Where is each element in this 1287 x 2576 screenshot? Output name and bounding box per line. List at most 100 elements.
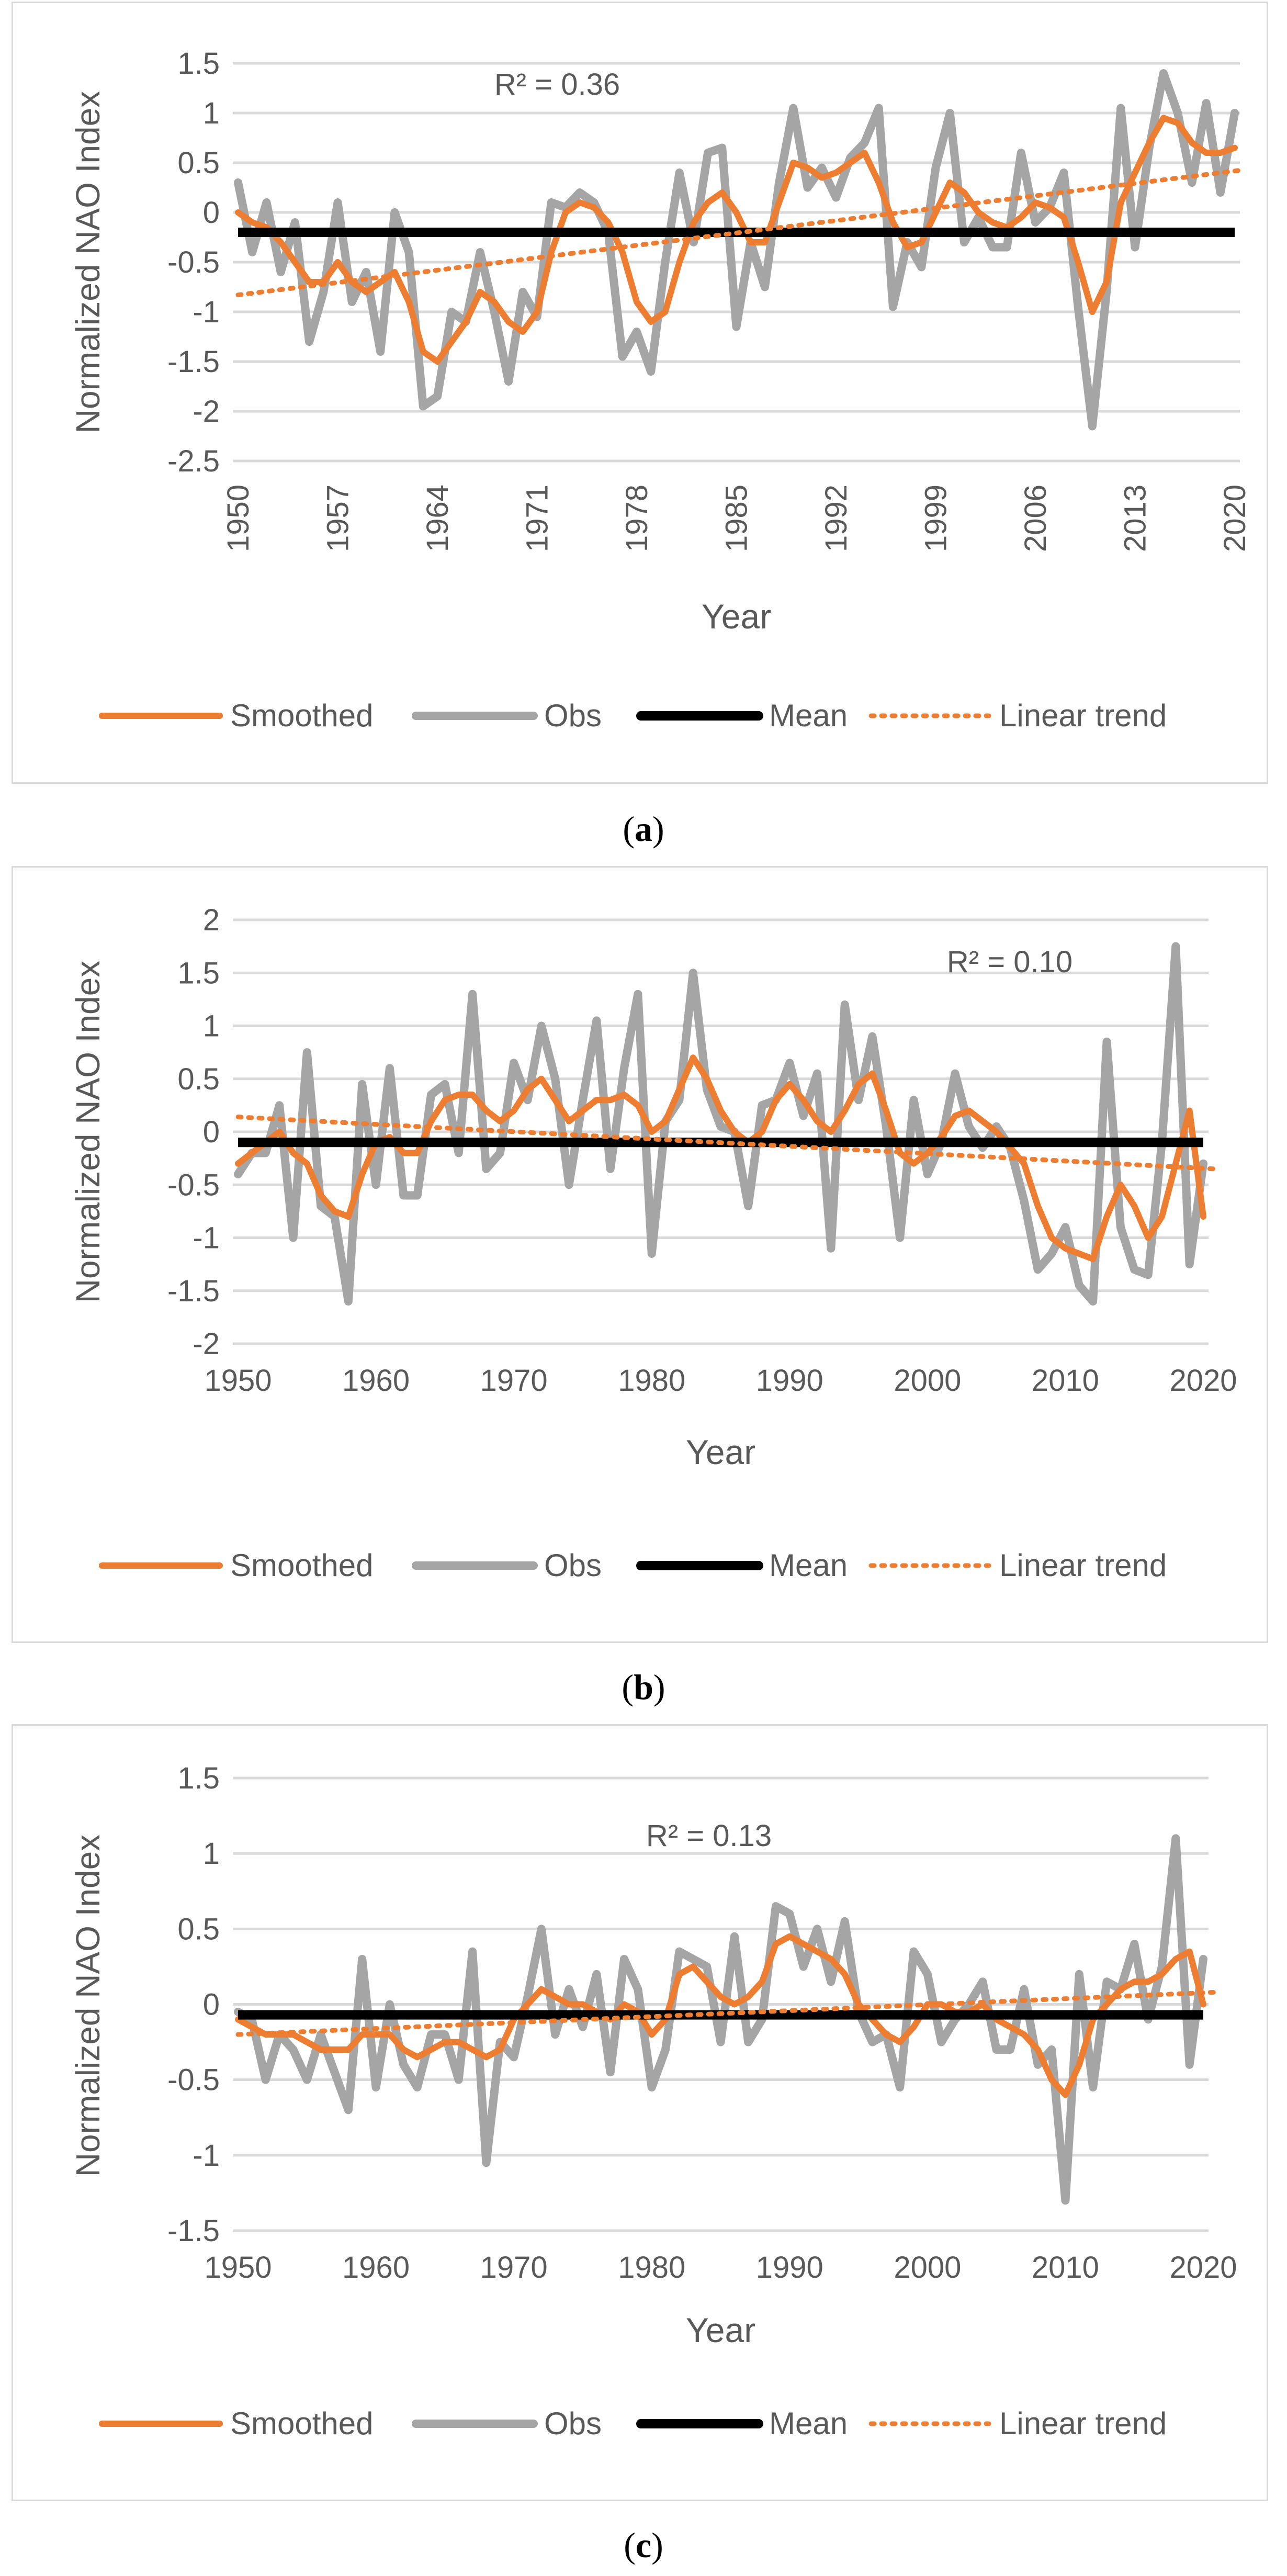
chart-panel-b: 2 1.5 1 0.5 0 -0.5 -1 -1.5 -2 1950 1960 1970 1980 199… [12, 866, 1268, 1643]
x-axis: 1950 1960 1970 1980 1990 2000 2010 2020 [204, 1364, 1237, 1398]
y-tick-label: -1 [193, 2139, 220, 2173]
y-tick-label: 0.5 [177, 1912, 220, 1946]
y-tick-label: 0 [203, 1988, 220, 2022]
grid-lines [233, 1776, 1209, 2232]
x-tick-label: 2010 [1032, 2251, 1099, 2285]
x-tick-label: 1950 [204, 1364, 272, 1398]
y-tick-label: -2.5 [167, 444, 220, 478]
legend-label-trend: Linear trend [999, 2406, 1167, 2441]
y-tick-label: 2 [203, 903, 220, 937]
y-tick-label: -1.5 [167, 2214, 220, 2248]
legend-label-mean: Mean [769, 698, 848, 733]
caption-b: (b) [622, 1667, 665, 1707]
y-tick-label: -1.5 [167, 1274, 220, 1308]
y-tick-label: 0 [203, 1115, 220, 1149]
y-tick-label: 1.5 [177, 1761, 220, 1795]
legend: Smoothed Obs Mean Linear trend [99, 1548, 1167, 1583]
x-tick-label: 1980 [618, 2251, 685, 2285]
caption-a: (a) [623, 809, 664, 849]
x-tick-label: 1990 [756, 1364, 823, 1398]
y-tick-label: 1.5 [177, 956, 220, 990]
y-axis: 2 1.5 1 0.5 0 -0.5 -1 -1.5 -2 [167, 903, 220, 1361]
x-axis-label: Year [686, 2311, 755, 2349]
legend-label-trend: Linear trend [999, 1548, 1167, 1583]
y-tick-label: -1.5 [167, 345, 220, 379]
x-tick-label: 2010 [1032, 1364, 1099, 1398]
y-tick-label: 1 [203, 1837, 220, 1871]
x-axis: 1950 1957 1964 1971 1978 1985 1992 1999 2006 2013… [221, 485, 1252, 552]
x-tick-label: 1970 [480, 2251, 548, 2285]
x-tick-label: 1950 [221, 485, 255, 552]
y-tick-label: 0.5 [177, 146, 220, 180]
x-tick-label: 2000 [894, 1364, 961, 1398]
series-trend-line [235, 1115, 1216, 1172]
legend-label-trend: Linear trend [999, 698, 1167, 733]
caption-c: (c) [624, 2525, 663, 2565]
y-tick-label: -1 [193, 295, 220, 329]
y-tick-label: 1 [203, 96, 220, 130]
legend-label-smoothed: Smoothed [230, 698, 374, 733]
y-axis: 1.5 1 0.5 0 -0.5 -1 -1.5 -2 -2.5 [167, 47, 220, 478]
caption-a-label: a [635, 809, 652, 849]
y-tick-label: -0.5 [167, 1168, 220, 1202]
x-axis: 1950 1960 1970 1980 1990 2000 2010 2020 [204, 2251, 1237, 2285]
r-squared-annotation: R² = 0.36 [494, 68, 620, 102]
y-tick-label: 1 [203, 1009, 220, 1043]
x-tick-label: 1990 [756, 2251, 823, 2285]
caption-c-label: c [635, 2525, 652, 2565]
legend-label-smoothed: Smoothed [230, 2406, 374, 2441]
series-smoothed-line [235, 1933, 1206, 2098]
x-tick-label: 2013 [1119, 485, 1153, 552]
x-tick-label: 1999 [919, 485, 953, 552]
legend-label-obs: Obs [544, 2406, 602, 2441]
x-tick-label: 1950 [204, 2251, 272, 2285]
x-tick-label: 1960 [342, 1364, 410, 1398]
y-tick-label: -0.5 [167, 245, 220, 279]
y-axis-label: Normalized NAO Index [69, 91, 107, 433]
x-tick-label: 1957 [321, 485, 355, 552]
caption-b-label: b [634, 1667, 653, 1707]
legend-label-smoothed: Smoothed [230, 1548, 374, 1583]
y-tick-label: 0.5 [177, 1062, 220, 1096]
series-obs-line [234, 69, 1239, 431]
x-axis-label: Year [686, 1433, 755, 1471]
series-obs-line [234, 942, 1207, 1306]
r-squared-annotation: R² = 0.10 [947, 945, 1072, 979]
legend-label-mean: Mean [769, 1548, 848, 1583]
legend: Smoothed Obs Mean Linear trend [99, 2406, 1167, 2441]
series-trend-line [235, 1989, 1216, 2037]
series [234, 1834, 1216, 2205]
legend-label-obs: Obs [544, 698, 602, 733]
y-tick-label: -2 [193, 1327, 220, 1361]
x-tick-label: 1985 [720, 485, 754, 552]
legend-label-obs: Obs [544, 1548, 602, 1583]
x-tick-label: 1964 [421, 485, 455, 552]
chart-panel-c: 1.5 1 0.5 0 -0.5 -1 -1.5 1950 1960 1970 1980 1990 20… [12, 1724, 1268, 2501]
x-axis-label: Year [702, 597, 771, 636]
x-tick-label: 1960 [342, 2251, 410, 2285]
grid-lines [233, 918, 1209, 1345]
x-tick-label: 2006 [1019, 485, 1053, 552]
series [234, 942, 1216, 1306]
y-tick-label: -1 [193, 1221, 220, 1255]
y-axis: 1.5 1 0.5 0 -0.5 -1 -1.5 [167, 1761, 220, 2248]
x-tick-label: 2000 [894, 2251, 961, 2285]
y-tick-label: 0 [203, 196, 220, 230]
legend: Smoothed Obs Mean Linear trend [99, 698, 1167, 733]
series-smoothed-line [235, 1054, 1206, 1262]
x-tick-label: 1978 [620, 485, 654, 552]
x-tick-label: 2020 [1169, 2251, 1237, 2285]
y-axis-label: Normalized NAO Index [69, 1835, 107, 2177]
y-tick-label: -0.5 [167, 2063, 220, 2097]
x-tick-label: 2020 [1218, 485, 1252, 552]
y-tick-label: 1.5 [177, 47, 220, 81]
series-trend-line [235, 167, 1248, 298]
legend-label-mean: Mean [769, 2406, 848, 2441]
y-tick-label: -2 [193, 395, 220, 429]
x-tick-label: 1980 [618, 1364, 685, 1398]
x-tick-label: 1992 [819, 485, 853, 552]
x-tick-label: 1971 [521, 485, 555, 552]
